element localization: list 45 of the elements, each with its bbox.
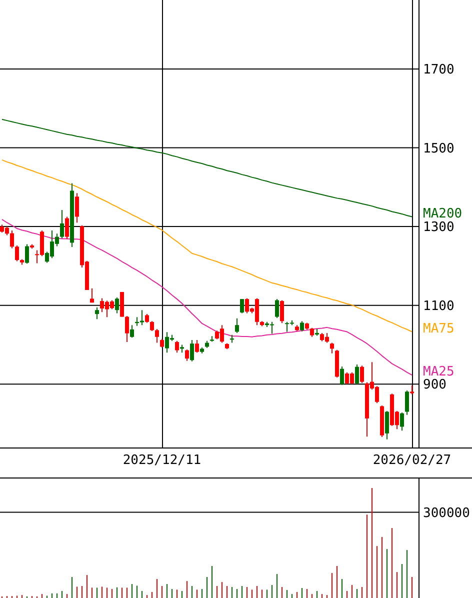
candlestick bbox=[150, 320, 154, 332]
text: 300000 bbox=[423, 506, 470, 521]
candlestick bbox=[60, 210, 64, 239]
candlestick bbox=[310, 327, 314, 338]
candlestick bbox=[10, 230, 14, 249]
candlestick bbox=[130, 324, 134, 338]
candlestick bbox=[185, 348, 189, 362]
candlestick bbox=[190, 340, 194, 362]
line-series bbox=[2, 118, 412, 218]
candlestick bbox=[235, 318, 239, 334]
candlestick bbox=[385, 410, 389, 440]
candlestick bbox=[125, 316, 129, 343]
candlestick bbox=[410, 384, 414, 395]
series-label: MA75 bbox=[423, 321, 454, 336]
candlestick bbox=[155, 328, 159, 344]
candlestick bbox=[25, 244, 29, 264]
series-label: MA25 bbox=[423, 364, 454, 380]
line-series bbox=[2, 159, 412, 332]
candlestick bbox=[90, 288, 94, 304]
x-tick-label: 2026/02/27 bbox=[372, 453, 452, 468]
y-tick-label: 1100 bbox=[423, 298, 454, 314]
candlestick bbox=[300, 320, 304, 332]
candlestick bbox=[275, 298, 279, 318]
series-label: MA200 bbox=[423, 206, 462, 222]
candlestick bbox=[175, 340, 179, 354]
candlestick bbox=[340, 366, 344, 386]
candlestick bbox=[360, 365, 364, 384]
candlestick bbox=[65, 216, 69, 240]
candlestick bbox=[330, 342, 334, 354]
x-tick-label: 2025/12/11 bbox=[122, 453, 202, 468]
y-tick-label: 1500 bbox=[423, 141, 454, 156]
y-tick-label: 1700 bbox=[423, 62, 454, 78]
candlestick bbox=[195, 340, 199, 354]
line-series bbox=[2, 218, 412, 376]
candlestick bbox=[95, 306, 99, 320]
y-tick-label: 900 bbox=[423, 378, 446, 393]
candlestick bbox=[115, 296, 119, 314]
candlestick bbox=[400, 412, 404, 432]
candlestick bbox=[15, 244, 19, 262]
candlestick bbox=[355, 364, 359, 385]
candlestick bbox=[280, 300, 284, 324]
candlestick bbox=[405, 390, 409, 416]
candlestick bbox=[75, 192, 79, 224]
candlestick bbox=[240, 298, 244, 314]
y-tick-label: 1300 bbox=[423, 220, 454, 236]
